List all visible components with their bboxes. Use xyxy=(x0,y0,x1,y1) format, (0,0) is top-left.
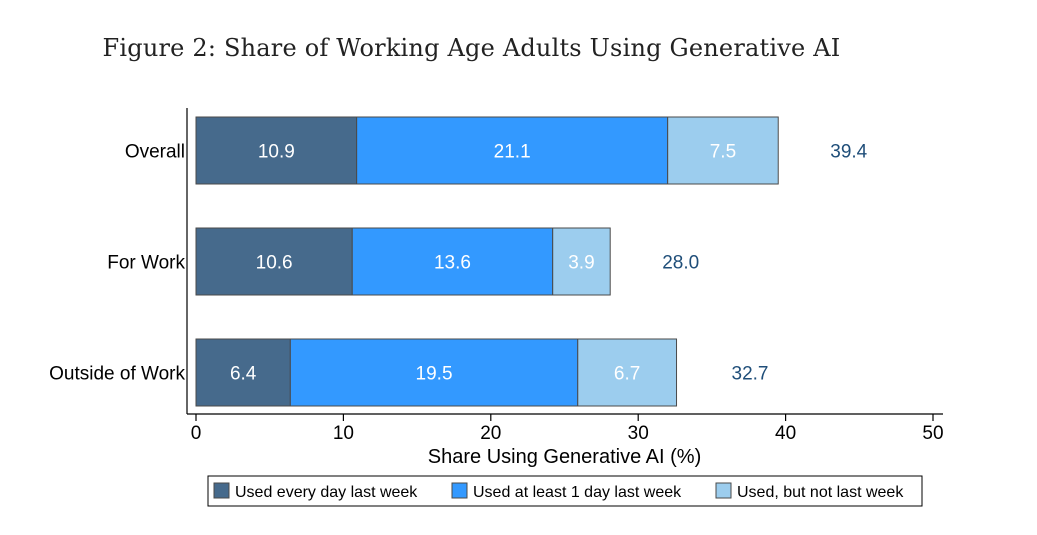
bar-segment xyxy=(195,227,353,296)
legend-swatch xyxy=(715,482,732,499)
x-axis: 0 10 20 30 40 50 Share Using Generative AI (%) xyxy=(187,413,944,468)
segment-value-label: 7.5 xyxy=(710,142,736,163)
legend-label: Used, but not last week xyxy=(737,484,904,501)
segment-value-label: 21.1 xyxy=(494,142,531,163)
total-value-label: 28.0 xyxy=(662,253,699,274)
bar-segment xyxy=(552,227,611,296)
x-tick-label: 10 xyxy=(333,423,354,444)
segment-value-label: 10.6 xyxy=(256,253,293,274)
segment-value-label: 13.6 xyxy=(434,253,471,274)
bar-segment xyxy=(195,338,291,407)
x-tick-label: 20 xyxy=(480,423,501,444)
segment-value-label: 6.7 xyxy=(614,364,640,385)
bar-segment xyxy=(289,338,579,407)
bar-segment xyxy=(351,227,554,296)
segment-value-label: 3.9 xyxy=(568,253,594,274)
bar-segment xyxy=(667,116,779,185)
segment-value-label: 19.5 xyxy=(416,364,453,385)
legend-label: Used at least 1 day last week xyxy=(473,484,682,501)
segment-value-label: 10.9 xyxy=(258,142,295,163)
category-label: Outside of Work xyxy=(49,364,185,385)
x-tick-label: 50 xyxy=(922,423,943,444)
legend-box xyxy=(207,475,923,507)
category-label: Overall xyxy=(125,142,185,163)
y-axis: Overall For Work Outside of Work xyxy=(49,108,188,414)
bar-segment xyxy=(356,116,669,185)
x-tick-label: 30 xyxy=(628,423,649,444)
bar-segment xyxy=(195,116,358,185)
legend-label: Used every day last week xyxy=(235,484,418,501)
figure-title: Figure 2: Share of Working Age Adults Us… xyxy=(102,34,841,62)
legend: Used every day last week Used at least 1 … xyxy=(207,475,923,507)
x-tick-label: 40 xyxy=(775,423,796,444)
bars-layer: 10.9 21.1 7.5 39.4 10.6 13.6 3.9 28.0 6.4 19.5 6.7… xyxy=(195,116,868,407)
total-value-label: 39.4 xyxy=(830,142,867,163)
bar-segment xyxy=(577,338,678,407)
category-label: For Work xyxy=(107,253,185,274)
x-tick-label: 0 xyxy=(191,423,202,444)
legend-swatch xyxy=(451,482,468,499)
x-axis-title: Share Using Generative AI (%) xyxy=(428,446,701,468)
segment-value-label: 6.4 xyxy=(230,364,257,385)
legend-swatch xyxy=(213,482,230,499)
total-value-label: 32.7 xyxy=(732,364,769,385)
